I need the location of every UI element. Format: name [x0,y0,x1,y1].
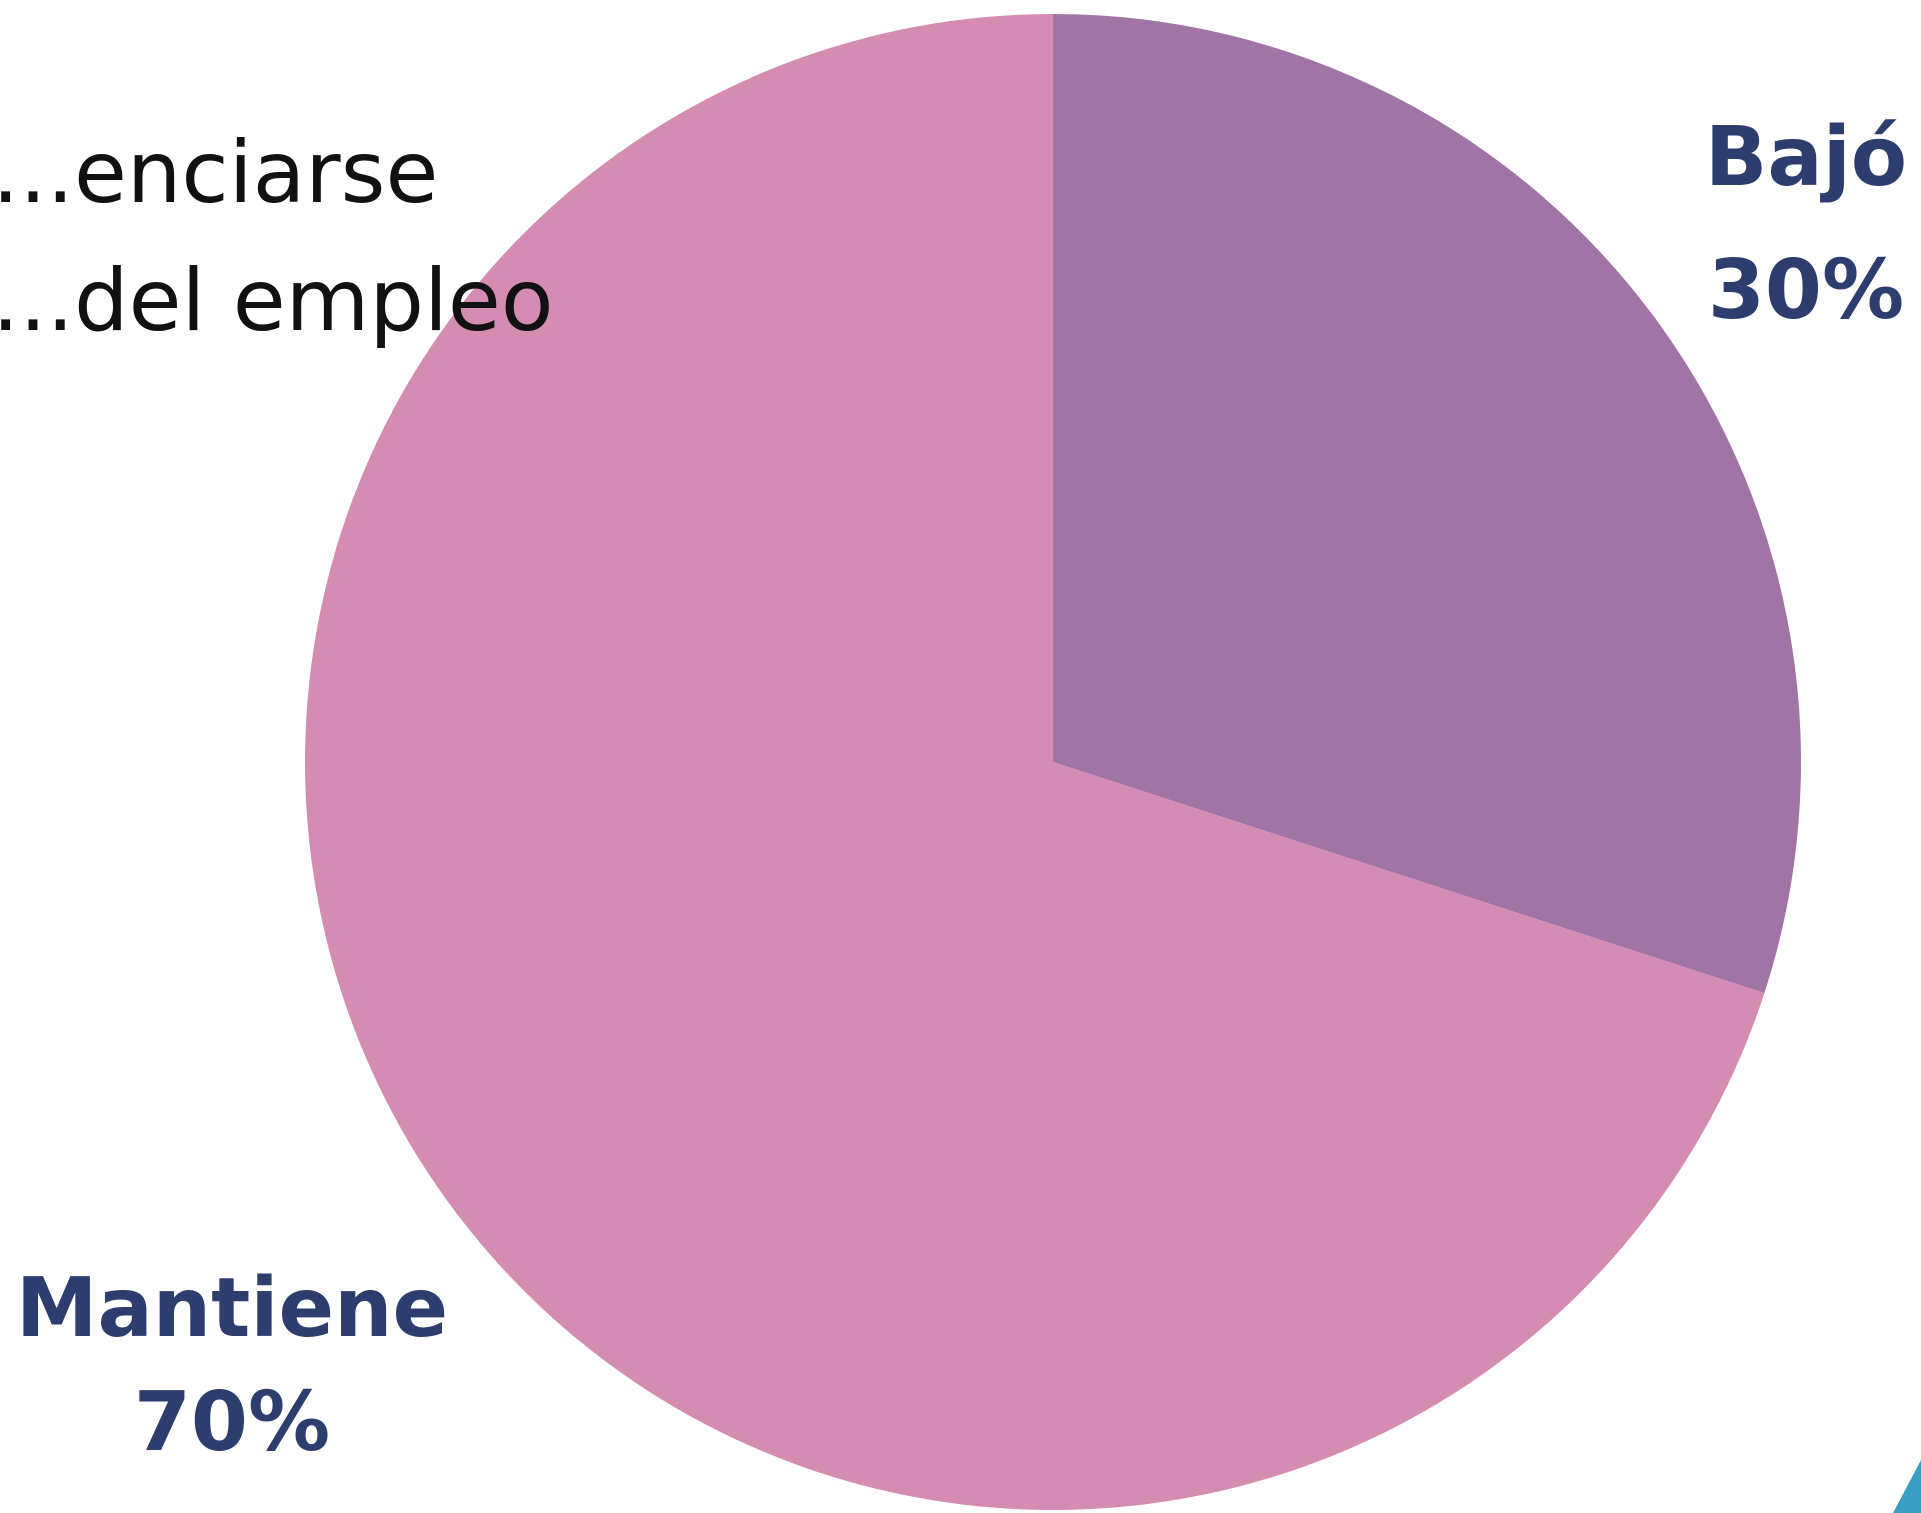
slice-label-mantiene: Mantiene [16,1261,448,1356]
decorative-corner-triangle [1893,1460,1921,1513]
slice-value-mantiene: 70% [134,1375,330,1470]
slice-label-bajo: Bajó [1705,110,1907,205]
chart-title-line-1: ...enciarse [0,123,438,223]
pie-slices [305,14,1801,1510]
slice-value-bajo: 30% [1708,243,1904,338]
pie-slice-mantiene [305,14,1765,1510]
chart-title-line-2: ...del empleo [0,251,553,351]
pie-labels: Bajó 30% Mantiene 70% [16,110,1907,1470]
pie-slice-bajo [1053,14,1801,994]
